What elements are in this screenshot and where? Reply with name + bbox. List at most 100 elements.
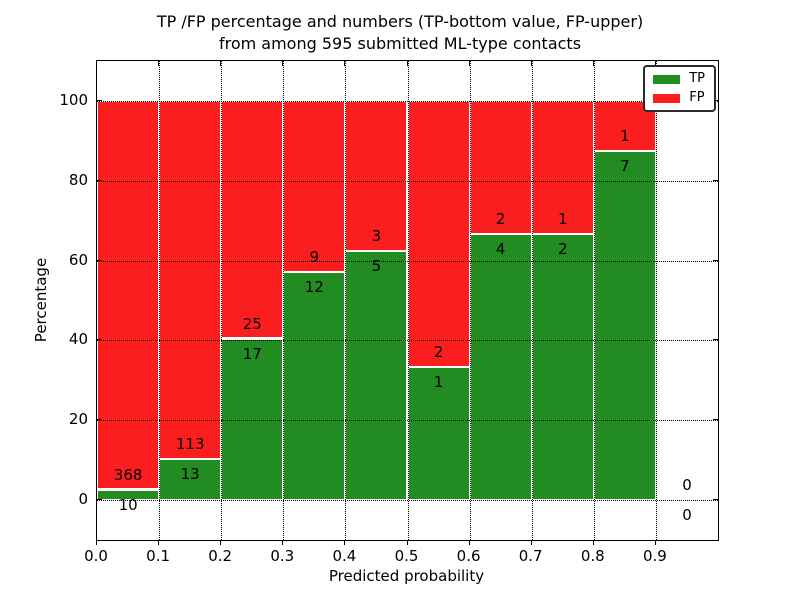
y-tick — [97, 419, 102, 421]
fp-count-label: 1 — [558, 210, 568, 228]
vertical-gridline — [593, 61, 595, 540]
bar-segment-tp — [221, 338, 284, 501]
y-tick-mirror — [713, 339, 718, 341]
tp-count-label: 1 — [433, 373, 444, 391]
legend-label: TP — [689, 71, 705, 86]
x-tick — [220, 540, 222, 545]
x-tick-label: 0.9 — [642, 547, 667, 565]
fp-count-label: 2 — [495, 210, 506, 228]
bar-segment-fp — [221, 100, 284, 339]
y-tick-label: 0 — [78, 490, 88, 509]
x-tick — [406, 540, 408, 545]
plot-area: 368 10 113 13 25 17 9 12 3 5 2 1 2 4 1 2 1 7 0 0 TP FP — [96, 60, 719, 541]
x-tick — [158, 540, 160, 545]
x-tick-mirror — [592, 61, 594, 66]
fp-count-label: 9 — [309, 248, 320, 266]
bar-segment-tp — [593, 150, 656, 501]
x-tick-mirror — [406, 61, 408, 66]
y-tick-label: 100 — [59, 90, 88, 109]
fp-count-label: 368 — [113, 465, 143, 484]
y-tick — [97, 99, 102, 101]
y-tick-label: 40 — [68, 330, 88, 349]
fp-count-label: 1 — [620, 126, 630, 145]
x-tick-mirror — [654, 61, 656, 66]
x-tick-mirror — [158, 61, 160, 66]
legend-item-tp: TP — [653, 72, 705, 86]
x-tick — [282, 540, 284, 545]
chart-title-line2: from among 595 submitted ML-type contact… — [218, 34, 582, 53]
y-tick — [97, 499, 102, 501]
y-tick — [97, 179, 102, 181]
y-tick-mirror — [713, 259, 718, 261]
x-tick-label: 0.3 — [270, 547, 295, 565]
fp-count-label: 25 — [242, 314, 262, 333]
x-tick — [654, 540, 656, 545]
legend: TP FP — [643, 65, 716, 112]
vertical-gridline — [469, 61, 471, 540]
tp-count-label: 7 — [620, 156, 630, 175]
fp-count-label: 2 — [433, 343, 444, 361]
bar-segment-fp — [407, 100, 470, 367]
bar-segment-tp — [159, 458, 222, 501]
fp-count-label: 113 — [175, 434, 205, 453]
fp-count-label: 3 — [371, 226, 382, 245]
x-tick-label: 0.8 — [580, 547, 605, 565]
x-tick-label: 0.0 — [84, 547, 108, 565]
y-tick-label: 60 — [68, 250, 88, 269]
bar-segment-tp — [97, 489, 160, 501]
vertical-gridline — [531, 61, 533, 540]
bar-segment-tp — [345, 250, 408, 501]
x-tick — [592, 540, 594, 545]
x-tick-label: 0.5 — [394, 547, 419, 565]
y-tick — [97, 339, 102, 341]
x-tick — [344, 540, 346, 545]
vertical-gridline — [655, 61, 657, 540]
tp-count-label: 17 — [242, 344, 262, 363]
vertical-gridline — [407, 61, 409, 540]
bar-segment-fp — [159, 100, 222, 459]
bar-segment-fp — [97, 100, 160, 490]
x-tick — [96, 540, 97, 545]
fp-count-label: 0 — [682, 476, 692, 495]
y-tick — [97, 259, 102, 261]
vertical-gridline — [345, 61, 347, 540]
tp-count-label: 12 — [304, 278, 324, 296]
legend-label: FP — [689, 90, 705, 105]
x-axis-label: Predicted probability — [328, 567, 485, 585]
x-tick-mirror — [344, 61, 346, 66]
x-tick-mirror — [530, 61, 532, 66]
bar-segment-fp — [283, 100, 346, 272]
y-tick-label: 80 — [68, 170, 88, 189]
legend-swatch-fp-icon — [653, 93, 681, 103]
chart-title-line1: TP /FP percentage and numbers (TP-bottom… — [156, 12, 644, 31]
x-tick — [468, 540, 470, 545]
bar-segment-fp — [469, 100, 532, 234]
x-tick-mirror — [96, 61, 97, 66]
x-tick-label: 0.7 — [518, 547, 543, 565]
tp-count-label: 10 — [118, 495, 138, 514]
tp-count-label: 4 — [495, 240, 506, 258]
x-tick-mirror — [220, 61, 222, 66]
vertical-gridline — [221, 61, 223, 540]
x-tick-label: 0.1 — [146, 547, 171, 565]
legend-item-fp: FP — [653, 91, 705, 105]
y-tick-label: 20 — [68, 410, 88, 429]
bar-segment-tp — [407, 367, 470, 501]
y-tick-mirror — [713, 499, 718, 501]
x-tick-mirror — [468, 61, 470, 66]
tp-count-label: 2 — [558, 240, 568, 258]
chart-title: TP /FP percentage and numbers (TP-bottom… — [0, 11, 800, 55]
x-tick-label: 0.2 — [208, 547, 233, 565]
bar-segment-tp — [469, 234, 532, 501]
bar-segment-tp — [531, 234, 594, 501]
vertical-gridline — [159, 61, 161, 540]
x-tick-label: 0.6 — [456, 547, 481, 565]
y-tick-mirror — [713, 179, 718, 181]
x-tick — [530, 540, 532, 545]
x-tick-mirror — [282, 61, 284, 66]
legend-swatch-tp-icon — [653, 74, 681, 84]
bar-segment-tp — [283, 272, 346, 501]
tp-count-label: 13 — [180, 464, 200, 483]
y-tick-mirror — [713, 419, 718, 421]
